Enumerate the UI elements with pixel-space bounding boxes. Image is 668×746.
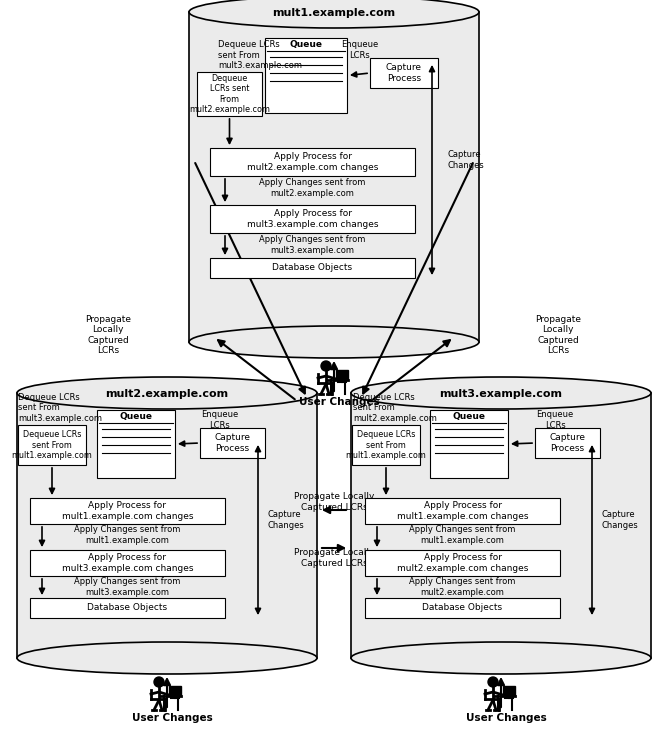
Text: Database Objects: Database Objects [273,263,353,272]
Text: Dequeue LCRs
sent From
mult3.example.com: Dequeue LCRs sent From mult3.example.com [218,40,302,70]
Text: Apply Process for
mult1.example.com changes: Apply Process for mult1.example.com chan… [61,501,193,521]
Ellipse shape [189,326,479,358]
Bar [210,148,415,176]
Text: Propagate
Locally
Captured
LCRs: Propagate Locally Captured LCRs [85,315,131,355]
Text: Dequeue
LCRs sent
From
mult2.example.com: Dequeue LCRs sent From mult2.example.com [189,74,270,114]
Text: Queue: Queue [120,413,152,421]
Bar [503,686,515,695]
Text: Enqueue
LCRs: Enqueue LCRs [201,410,238,430]
Text: User Changes: User Changes [299,397,379,407]
Text: Apply Changes sent from
mult1.example.com: Apply Changes sent from mult1.example.co… [74,525,180,545]
Ellipse shape [351,642,651,674]
Bar [197,72,262,116]
Text: Queue: Queue [289,40,323,49]
Bar [352,425,420,465]
Bar [200,428,265,458]
Text: Capture
Process: Capture Process [214,433,250,453]
Text: Propagate Locally
Captured LCRs: Propagate Locally Captured LCRs [294,548,374,568]
Text: Capture
Process: Capture Process [386,63,422,83]
Text: Apply Process for
mult3.example.com changes: Apply Process for mult3.example.com chan… [61,554,193,573]
Text: Apply Changes sent from
mult1.example.com: Apply Changes sent from mult1.example.co… [409,525,516,545]
Text: Dequeue LCRs
sent From
mult2.example.com: Dequeue LCRs sent From mult2.example.com [353,393,437,423]
Text: Apply Changes sent from
mult3.example.com: Apply Changes sent from mult3.example.co… [259,235,365,254]
Bar [30,550,225,576]
Text: Database Objects: Database Objects [422,604,502,612]
Text: Propagate
Locally
Captured
LCRs: Propagate Locally Captured LCRs [535,315,581,355]
Text: Apply Process for
mult3.example.com changes: Apply Process for mult3.example.com chan… [246,210,378,229]
Bar [365,598,560,618]
Text: Capture
Changes: Capture Changes [268,510,305,530]
Bar [265,38,347,113]
Text: Dequeue LCRs
sent From
mult1.example.com: Dequeue LCRs sent From mult1.example.com [345,430,426,460]
Bar [430,410,508,478]
Text: Apply Process for
mult1.example.com changes: Apply Process for mult1.example.com chan… [397,501,528,521]
Bar [210,205,415,233]
Text: Capture
Changes: Capture Changes [447,150,484,169]
Text: Dequeue LCRs
sent From
mult1.example.com: Dequeue LCRs sent From mult1.example.com [11,430,92,460]
Text: Apply Changes sent from
mult3.example.com: Apply Changes sent from mult3.example.co… [74,577,180,597]
Text: Database Objects: Database Objects [88,604,168,612]
Text: Capture
Changes: Capture Changes [602,510,639,530]
Ellipse shape [17,377,317,409]
Polygon shape [351,393,651,658]
Text: Dequeue LCRs
sent From
mult3.example.com: Dequeue LCRs sent From mult3.example.com [18,393,102,423]
Ellipse shape [17,642,317,674]
Bar [370,58,438,88]
Text: mult2.example.com: mult2.example.com [106,389,228,399]
Bar [97,410,175,478]
Text: Apply Changes sent from
mult2.example.com: Apply Changes sent from mult2.example.co… [409,577,516,597]
Text: Apply Process for
mult2.example.com changes: Apply Process for mult2.example.com chan… [246,152,378,172]
Bar [30,598,225,618]
Text: mult1.example.com: mult1.example.com [273,8,395,18]
Bar [535,428,600,458]
Circle shape [488,677,498,687]
Text: User Changes: User Changes [466,713,546,723]
Text: Apply Process for
mult2.example.com changes: Apply Process for mult2.example.com chan… [397,554,528,573]
Bar [30,498,225,524]
Bar [336,370,348,379]
Bar [365,498,560,524]
Text: Apply Changes sent from
mult2.example.com: Apply Changes sent from mult2.example.co… [259,178,365,198]
Ellipse shape [189,0,479,28]
Text: Propagate Locally
Captured LCRs: Propagate Locally Captured LCRs [294,492,374,512]
Bar [18,425,86,465]
Text: Enqueue
LCRs: Enqueue LCRs [536,410,574,430]
Ellipse shape [351,377,651,409]
Polygon shape [17,393,317,658]
Bar [365,550,560,576]
Bar [210,258,415,278]
Polygon shape [189,12,479,342]
Circle shape [154,677,164,687]
Circle shape [321,361,331,371]
Text: Queue: Queue [452,413,486,421]
Text: mult3.example.com: mult3.example.com [440,389,562,399]
Text: Enqueue
LCRs: Enqueue LCRs [341,40,379,60]
Bar [169,686,181,695]
Text: Capture
Process: Capture Process [550,433,585,453]
Text: User Changes: User Changes [132,713,212,723]
